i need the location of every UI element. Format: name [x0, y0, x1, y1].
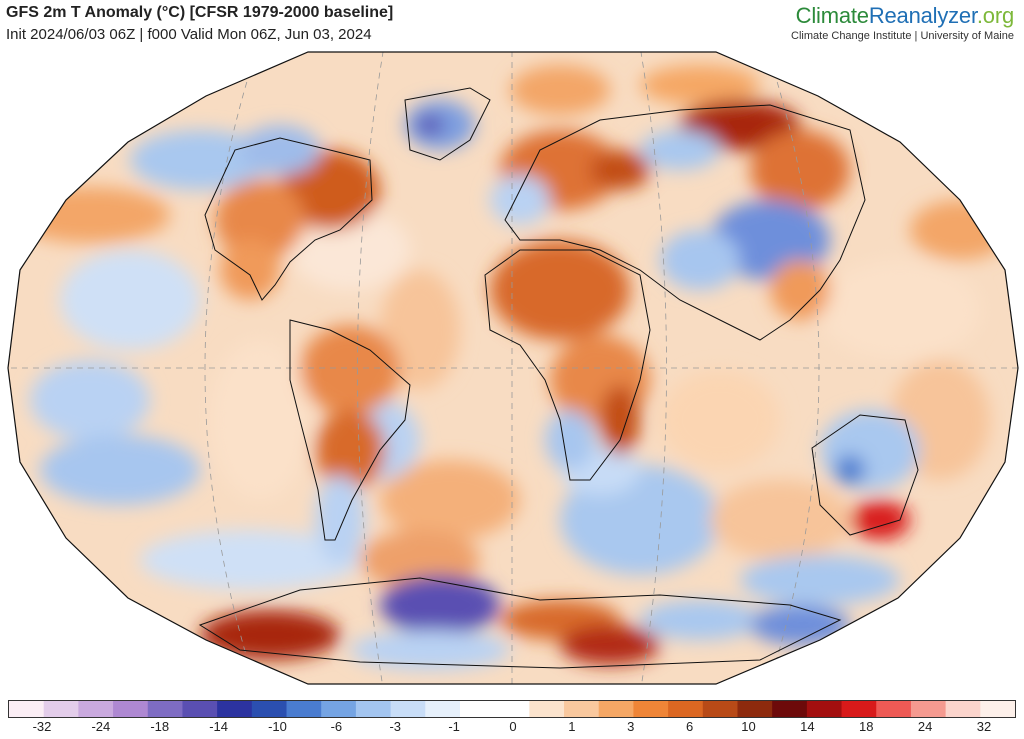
- colorbar-swatch: [702, 701, 738, 717]
- colorbar-swatch: [598, 701, 634, 717]
- colorbar-swatch: [78, 701, 114, 717]
- brand-wordmark-part3: .org: [976, 3, 1014, 28]
- colorbar-tick-label: 14: [800, 719, 815, 734]
- colorbar-swatch: [876, 701, 912, 717]
- world-anomaly-map: [7, 51, 1019, 685]
- map-title: GFS 2m T Anomaly (°C) [CFSR 1979-2000 ba…: [6, 4, 394, 21]
- colorbar-tick-label: 24: [917, 719, 933, 734]
- colorbar-tick-label: -32: [32, 719, 52, 734]
- colorbar-tick-label: -3: [389, 719, 402, 734]
- colorbar-swatch: [737, 701, 773, 717]
- colorbar-swatch: [147, 701, 183, 717]
- colorbar-swatch: [113, 701, 149, 717]
- colorbar-swatch: [633, 701, 669, 717]
- colorbar-swatch: [806, 701, 843, 717]
- colorbar-tick-label: -14: [209, 719, 229, 734]
- brand-wordmark-part1: Climate: [795, 3, 869, 28]
- colorbar-tick-label: 10: [741, 719, 756, 734]
- colorbar-tick-label: -6: [330, 719, 343, 734]
- colorbar-swatch: [425, 701, 461, 717]
- brand-logo[interactable]: ClimateReanalyzer.org Climate Change Ins…: [791, 3, 1015, 43]
- brand-wordmark: ClimateReanalyzer.org: [791, 3, 1015, 28]
- colorbar-swatch: [251, 701, 288, 717]
- brand-wordmark-part2: Reanalyzer: [868, 3, 977, 28]
- graticule: [8, 52, 1018, 684]
- colorbar-tick-label: -10: [268, 719, 287, 734]
- colorbar-swatch: [182, 701, 218, 717]
- colorbar-swatch: [286, 701, 322, 717]
- colorbar-swatch: [459, 701, 496, 717]
- colorbar-tick-label: 6: [686, 719, 694, 734]
- colorbar-tick-label: -18: [150, 719, 170, 734]
- colorbar-tick-label: -24: [91, 719, 111, 734]
- colorbar-tick-label: 18: [859, 719, 874, 734]
- colorbar-swatch: [945, 701, 981, 717]
- colorbar-swatch: [390, 701, 426, 717]
- colorbar-swatch: [9, 701, 45, 717]
- colorbar-swatch: [980, 701, 1016, 717]
- colorbar-swatch: [321, 701, 357, 717]
- colorbar-tick-label: 32: [976, 719, 992, 734]
- colorbar-swatch: [494, 701, 530, 717]
- map-subtitle: Init 2024/06/03 06Z | f000 Valid Mon 06Z…: [6, 26, 372, 43]
- colorbar-tick-label: 1: [568, 719, 576, 734]
- anomaly-field: [8, 52, 1018, 684]
- colorbar-swatch: [772, 701, 808, 717]
- colorbar-swatch: [841, 701, 877, 717]
- brand-tagline: Climate Change Institute | University of…: [791, 30, 1014, 42]
- colorbar-swatch: [529, 701, 565, 717]
- colorbar-tick-label: -1: [448, 719, 460, 734]
- colorbar-swatch: [910, 701, 947, 717]
- colorbar-swatch: [217, 701, 253, 717]
- globe-outline: [7, 51, 1019, 685]
- colorbar-tick-label: 0: [509, 719, 517, 734]
- colorbar-swatch: [43, 701, 79, 717]
- colorbar-swatch: [668, 701, 704, 717]
- colorbar-swatch: [564, 701, 600, 717]
- colorbar-tick-label: 3: [627, 719, 635, 734]
- coastlines: [198, 87, 919, 669]
- colorbar-swatch: [355, 701, 392, 717]
- colorbar-frame: [8, 700, 1016, 718]
- anomaly-colorbar: [8, 700, 1016, 718]
